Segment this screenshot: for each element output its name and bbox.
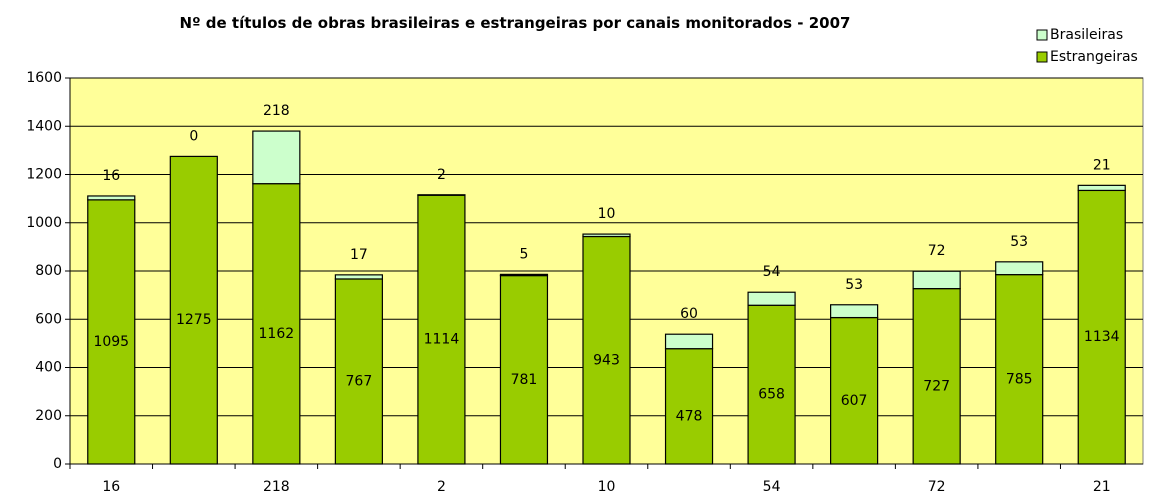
data-label: 1095	[93, 334, 129, 350]
bar-segment	[499, 274, 549, 465]
bar-segment	[169, 155, 218, 465]
data-label: 478	[676, 408, 703, 424]
data-label: 53	[1010, 234, 1028, 250]
data-label: 0	[189, 128, 198, 144]
bar-segment	[87, 199, 136, 465]
bar-segment	[252, 183, 301, 465]
x-tick-label: 218	[263, 479, 290, 495]
bar-segment	[995, 261, 1044, 276]
data-label: 17	[350, 247, 368, 263]
y-tick-label: 400	[35, 360, 62, 376]
bar-segment	[334, 274, 383, 280]
data-label: 1134	[1084, 329, 1120, 345]
chart-title: Nº de títulos de obras brasileiras e est…	[179, 14, 851, 32]
x-tick-label: 2	[437, 479, 446, 495]
x-tick-label: 10	[598, 479, 616, 495]
legend-swatch	[1036, 29, 1048, 41]
y-tick-label: 1200	[26, 167, 62, 183]
legend-label: Estrangeiras	[1050, 49, 1138, 65]
bar-segment	[334, 278, 383, 465]
x-tick-label: 54	[763, 479, 781, 495]
bar-segment	[664, 348, 714, 465]
bar-segment	[664, 333, 714, 350]
y-tick-label: 1000	[26, 215, 62, 231]
data-label: 53	[845, 277, 863, 293]
data-label: 1275	[176, 312, 212, 328]
bar-segment	[912, 270, 961, 290]
y-tick-label: 1600	[26, 70, 62, 86]
data-label: 658	[758, 387, 785, 403]
data-label: 2	[437, 167, 446, 183]
data-label: 943	[593, 352, 620, 368]
data-label: 767	[346, 373, 373, 389]
bar-segment	[1077, 184, 1126, 192]
y-tick-label: 0	[53, 456, 62, 472]
data-label: 607	[841, 393, 868, 409]
x-tick-label: 72	[928, 479, 946, 495]
bar-segment	[912, 288, 961, 465]
data-label: 781	[511, 372, 538, 388]
legend-swatch	[1036, 51, 1048, 63]
bar-segment	[995, 274, 1044, 465]
data-label: 10	[598, 206, 616, 222]
x-tick-label: 16	[102, 479, 120, 495]
data-label: 1114	[424, 332, 460, 348]
y-tick-label: 600	[35, 311, 62, 327]
bar-segment	[417, 194, 466, 465]
bar-segment	[582, 235, 631, 465]
data-label: 21	[1093, 157, 1111, 173]
data-label: 1162	[259, 326, 295, 342]
bar-segment	[1077, 189, 1126, 465]
data-label: 54	[763, 264, 781, 280]
bar-segment	[252, 130, 301, 185]
data-label: 60	[680, 306, 698, 322]
x-tick-label: 21	[1093, 479, 1111, 495]
bar-segment	[830, 304, 879, 319]
bar-segment	[747, 304, 796, 465]
y-tick-label: 1400	[26, 118, 62, 134]
data-label: 785	[1006, 371, 1033, 387]
data-label: 5	[520, 246, 529, 262]
bar-segment	[499, 273, 549, 277]
data-label: 72	[928, 243, 946, 259]
y-tick-label: 800	[35, 263, 62, 279]
bar-segment	[747, 291, 796, 306]
bar-segment	[582, 233, 631, 238]
data-label: 218	[263, 103, 290, 119]
data-label: 727	[923, 378, 950, 394]
y-tick-label: 200	[35, 408, 62, 424]
data-label: 16	[102, 168, 120, 184]
legend-label: Brasileiras	[1050, 27, 1123, 43]
bar-segment	[830, 316, 879, 465]
bar-segment	[87, 195, 136, 201]
